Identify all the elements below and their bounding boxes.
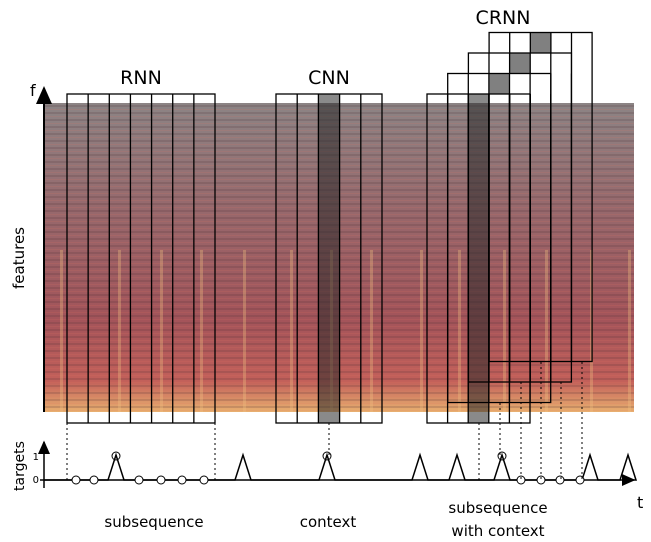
target-peak <box>497 451 507 461</box>
features-label: features <box>10 227 28 289</box>
cnn-caption: context <box>300 513 357 531</box>
target-zero <box>516 475 526 485</box>
rnn-title: RNN <box>120 67 162 89</box>
target-zero <box>199 475 209 485</box>
targets-label: targets <box>12 441 28 491</box>
tick-one: 1 <box>33 452 39 463</box>
crnn-caption-2: with context <box>451 522 544 540</box>
target-zero <box>177 475 187 485</box>
crnn-title: CRNN <box>476 7 531 29</box>
context-frame <box>468 94 489 423</box>
onset <box>628 250 631 412</box>
onset <box>545 250 548 412</box>
target-zero <box>555 475 565 485</box>
targets <box>44 362 638 485</box>
onset <box>118 250 121 412</box>
context-cell <box>509 53 531 74</box>
frame <box>66 93 216 424</box>
context-frame <box>318 94 340 423</box>
target-zero <box>134 475 144 485</box>
onset <box>290 250 293 412</box>
cnn-title: CNN <box>308 67 350 89</box>
onset <box>243 250 246 412</box>
target-peak <box>111 451 121 461</box>
tick-zero: 0 <box>33 475 39 486</box>
onset <box>420 250 423 412</box>
onset <box>503 250 506 412</box>
rnn-caption: subsequence <box>104 513 203 531</box>
context-cell <box>530 32 552 53</box>
t-label: t <box>637 493 643 512</box>
onset <box>60 250 63 412</box>
target-zero <box>71 475 81 485</box>
f-label: f <box>30 81 36 100</box>
target-zero <box>156 475 166 485</box>
target-zero <box>575 475 585 485</box>
onset <box>160 250 163 412</box>
target-peak <box>322 451 332 461</box>
crnn-caption-1: subsequence <box>448 499 547 517</box>
target-zero <box>536 475 546 485</box>
onset <box>370 250 373 412</box>
onset <box>458 250 461 412</box>
target-curve <box>44 452 638 481</box>
target-zero <box>89 475 99 485</box>
context-cell <box>489 73 510 94</box>
frames <box>66 31 593 424</box>
onset <box>200 250 203 412</box>
